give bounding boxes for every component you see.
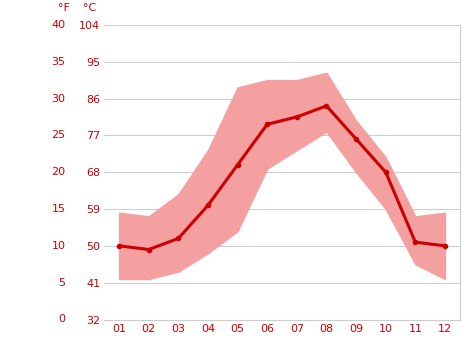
Text: 25: 25 [51,130,65,140]
Text: 20: 20 [51,167,65,177]
Text: 0: 0 [58,315,65,324]
Text: 35: 35 [51,57,65,67]
Text: °F: °F [58,3,70,13]
Text: 15: 15 [51,204,65,214]
Text: 30: 30 [51,93,65,104]
Text: 40: 40 [51,20,65,30]
Text: 5: 5 [58,278,65,288]
Text: °C: °C [83,3,96,13]
Text: 10: 10 [51,241,65,251]
